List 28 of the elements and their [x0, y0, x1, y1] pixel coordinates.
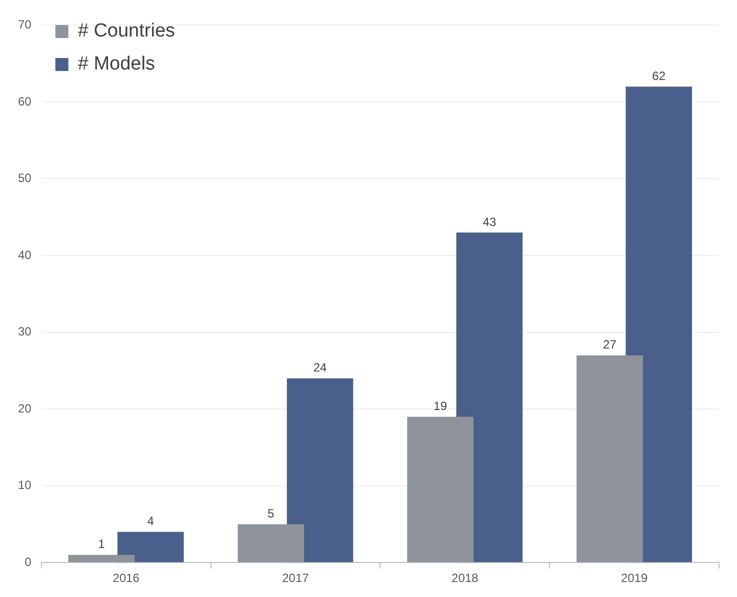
bar — [68, 554, 135, 562]
x-tick-label: 2017 — [282, 571, 310, 586]
x-tick-label: 2016 — [112, 571, 140, 586]
x-tick-label: 2019 — [620, 571, 648, 586]
y-tick-label: 0 — [24, 554, 32, 569]
data-label: 43 — [482, 214, 496, 229]
data-label: 24 — [313, 360, 328, 375]
x-tick-label: 2018 — [452, 571, 479, 586]
y-tick-label: 20 — [18, 401, 32, 416]
y-tick-label: 50 — [18, 171, 32, 186]
data-label: 5 — [268, 506, 275, 521]
legend-label: # Models — [78, 54, 155, 75]
bar — [407, 416, 474, 562]
data-label: 1 — [98, 537, 106, 552]
y-tick-label: 30 — [18, 324, 32, 339]
data-label: 27 — [603, 338, 617, 352]
bar — [238, 524, 304, 562]
y-tick-label: 40 — [18, 248, 32, 262]
y-tick-label: 60 — [18, 94, 32, 108]
legend-label: # Countries — [78, 20, 176, 42]
y-tick-label: 10 — [18, 478, 32, 492]
bar — [286, 378, 354, 562]
bar — [576, 355, 643, 562]
data-label: 4 — [147, 514, 154, 528]
data-label: 19 — [434, 399, 448, 414]
y-tick-label: 70 — [18, 18, 32, 32]
bar — [117, 532, 184, 562]
data-label: 62 — [652, 68, 666, 83]
